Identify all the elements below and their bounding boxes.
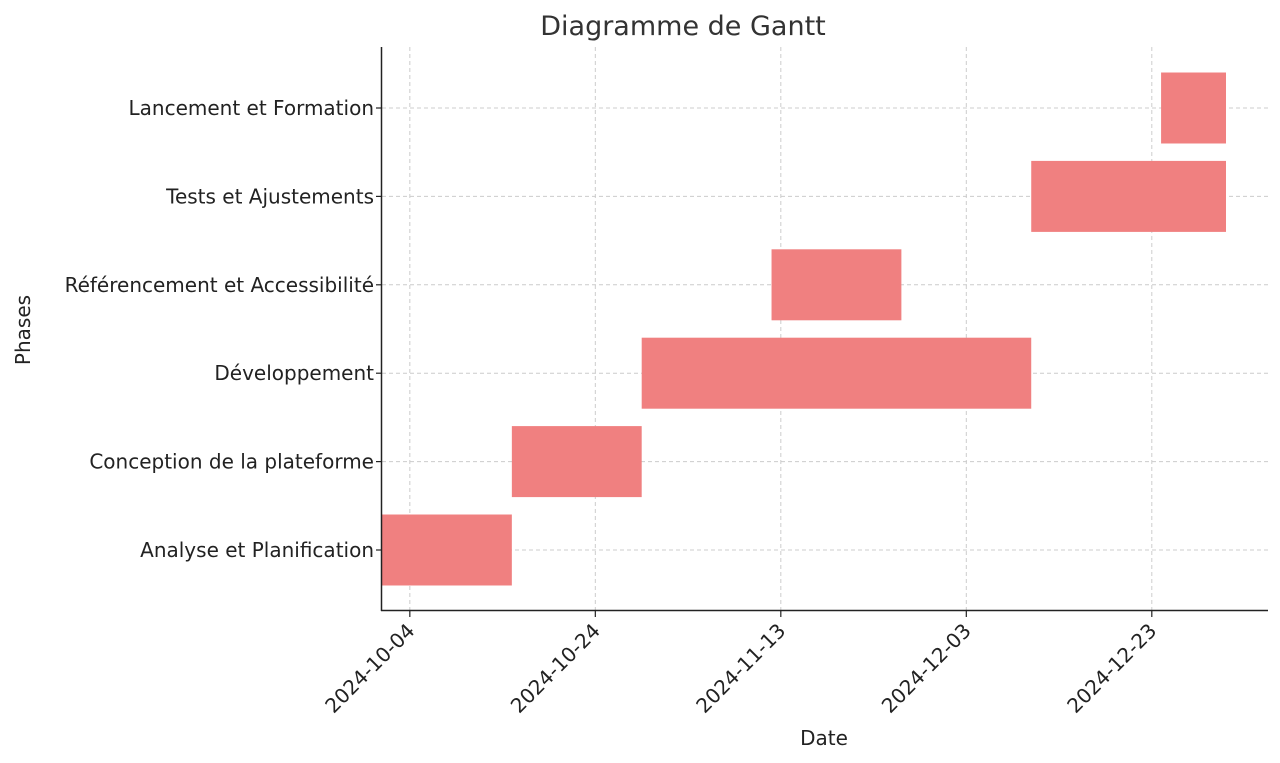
chart-title: Diagramme de Gantt <box>540 11 826 42</box>
y-tick-label: Analyse et Planification <box>140 538 374 562</box>
y-axis-ticks: Analyse et Planification Conception de la… <box>65 96 382 562</box>
x-axis-ticks: 2024-10-04 2024-10-24 2024-11-13 2024-12-03… <box>320 611 1161 718</box>
x-tick-label: 2024-12-03 <box>877 619 976 718</box>
x-tick-label: 2024-12-23 <box>1062 619 1161 718</box>
y-tick-label: Conception de la plateforme <box>89 450 374 474</box>
x-tick-label: 2024-11-13 <box>691 619 790 718</box>
gantt-bar <box>1161 72 1226 144</box>
grid-lines <box>382 47 1268 610</box>
x-tick-label: 2024-10-24 <box>506 619 605 718</box>
x-tick-label: 2024-10-04 <box>320 619 419 718</box>
x-axis-label: Date <box>800 726 848 750</box>
y-axis-label: Phases <box>11 295 35 365</box>
gantt-bar <box>1031 160 1226 232</box>
y-tick-label: Lancement et Formation <box>129 96 375 120</box>
y-tick-label: Développement <box>214 361 374 385</box>
gantt-bar <box>382 514 512 586</box>
gantt-bars <box>382 72 1226 586</box>
y-tick-label: Tests et Ajustements <box>165 184 374 208</box>
y-tick-label: Référencement et Accessibilité <box>65 273 374 297</box>
gantt-bar <box>771 249 902 321</box>
gantt-bar <box>641 337 1032 409</box>
gantt-bar <box>511 426 642 498</box>
